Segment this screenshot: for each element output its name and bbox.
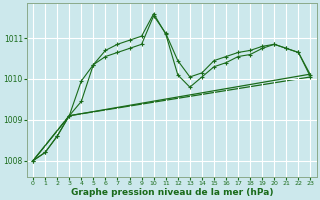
X-axis label: Graphe pression niveau de la mer (hPa): Graphe pression niveau de la mer (hPa) [70, 188, 273, 197]
